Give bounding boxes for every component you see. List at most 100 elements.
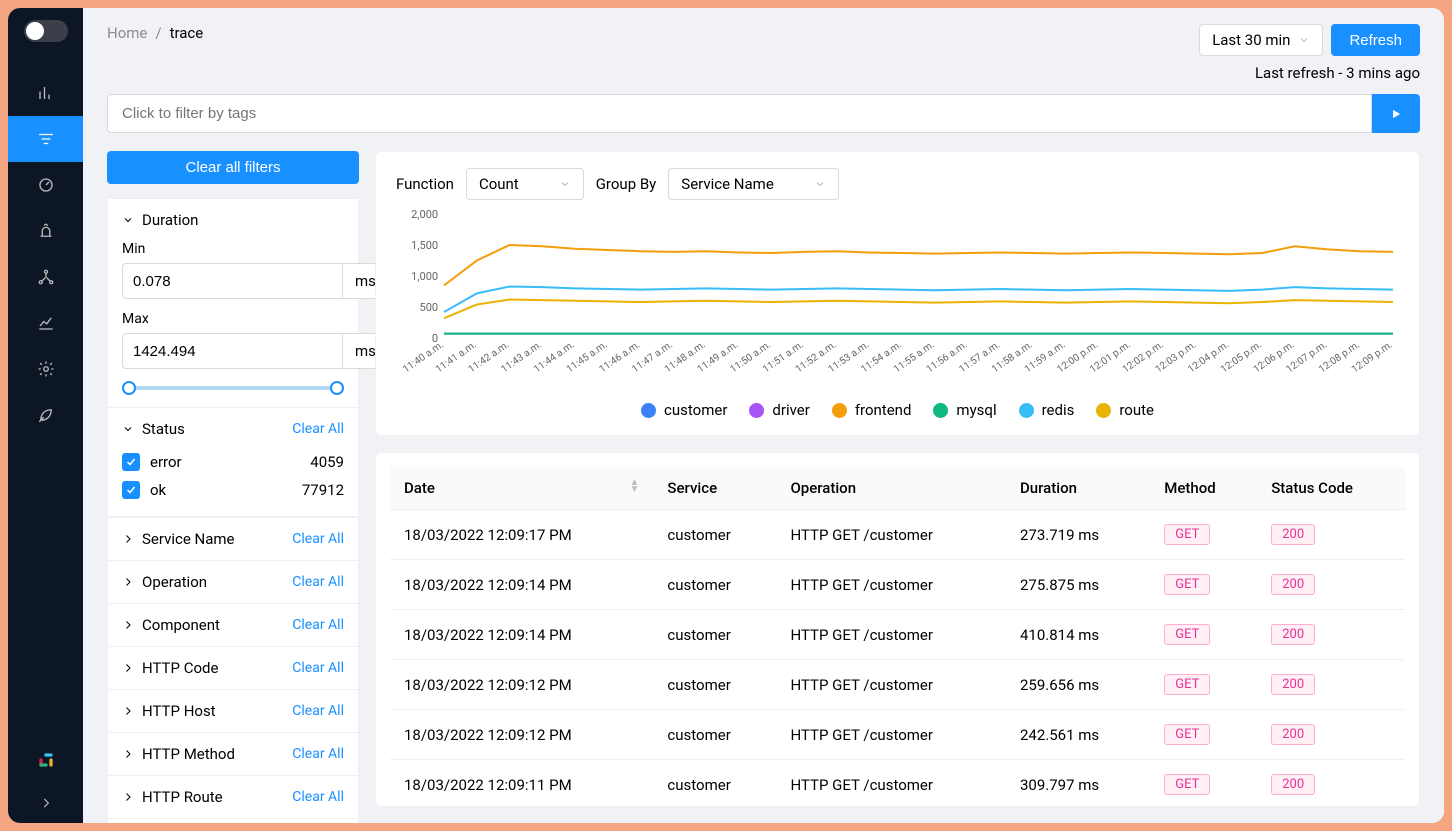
graph-icon bbox=[37, 268, 55, 286]
nav-settings[interactable] bbox=[8, 346, 83, 392]
filter-status-clear[interactable]: Clear All bbox=[292, 421, 344, 437]
cell-duration: 309.797 ms bbox=[1006, 760, 1150, 808]
function-select[interactable]: Count bbox=[466, 168, 584, 200]
nav-instrument[interactable] bbox=[8, 392, 83, 438]
legend-item[interactable]: mysql bbox=[933, 401, 996, 419]
filter-title: HTTP Route bbox=[142, 788, 223, 806]
filter-status-header[interactable]: Status Clear All bbox=[122, 420, 344, 438]
slider-thumb-min[interactable] bbox=[122, 381, 136, 395]
table-header-row: Date▲▼ServiceOperationDurationMethodStat… bbox=[390, 467, 1405, 510]
legend-item[interactable]: frontend bbox=[832, 401, 912, 419]
status-body: error 4059 ok 77912 bbox=[122, 438, 344, 504]
nav-traces[interactable] bbox=[8, 116, 83, 162]
slack-link[interactable] bbox=[8, 737, 83, 783]
filter-duration-header[interactable]: Duration bbox=[122, 211, 344, 229]
chevron-right-icon bbox=[39, 796, 53, 810]
nav-service-map[interactable] bbox=[8, 254, 83, 300]
filter-clear[interactable]: Clear All bbox=[292, 746, 344, 762]
line-chart: 05001,0001,5002,00011:40 a.m.11:41 a.m.1… bbox=[396, 208, 1399, 393]
status-row[interactable]: ok 77912 bbox=[122, 476, 344, 504]
filter-clear[interactable]: Clear All bbox=[292, 660, 344, 676]
legend-item[interactable]: route bbox=[1096, 401, 1154, 419]
checkbox-icon[interactable] bbox=[122, 481, 140, 499]
tag-filter-input[interactable] bbox=[107, 94, 1372, 133]
filter-header[interactable]: HTTP Route Clear All bbox=[122, 788, 344, 806]
filter-clear[interactable]: Clear All bbox=[292, 574, 344, 590]
status-tag: 200 bbox=[1271, 724, 1315, 745]
filter-header[interactable]: Operation Clear All bbox=[122, 573, 344, 591]
status-count: 77912 bbox=[302, 481, 344, 499]
filter-duration: Duration Min ms Max ms bbox=[107, 198, 359, 408]
status-label: ok bbox=[150, 481, 166, 499]
gauge-icon bbox=[37, 176, 55, 194]
table-row[interactable]: 18/03/2022 12:09:17 PM customer HTTP GET… bbox=[390, 510, 1405, 560]
cell-duration: 410.814 ms bbox=[1006, 610, 1150, 660]
filter-section: Service Name Clear All bbox=[107, 517, 359, 561]
slack-icon bbox=[36, 750, 56, 770]
side-nav bbox=[8, 8, 83, 823]
nav-alerts[interactable] bbox=[8, 208, 83, 254]
breadcrumb: Home / trace bbox=[107, 24, 203, 42]
filter-title: Component bbox=[142, 616, 220, 634]
cell-date: 18/03/2022 12:09:14 PM bbox=[390, 610, 653, 660]
content: Clear all filters Duration Min ms Max bbox=[83, 151, 1444, 823]
nav-usage[interactable] bbox=[8, 300, 83, 346]
groupby-value: Service Name bbox=[681, 175, 773, 193]
expand-nav[interactable] bbox=[8, 783, 83, 823]
slider-thumb-max[interactable] bbox=[330, 381, 344, 395]
chevron-right-icon bbox=[122, 748, 134, 760]
filter-clear[interactable]: Clear All bbox=[292, 617, 344, 633]
duration-min-input[interactable] bbox=[122, 263, 343, 299]
checkbox-icon[interactable] bbox=[122, 453, 140, 471]
legend-label: driver bbox=[772, 401, 809, 419]
nav-dashboards[interactable] bbox=[8, 162, 83, 208]
table-row[interactable]: 18/03/2022 12:09:12 PM customer HTTP GET… bbox=[390, 710, 1405, 760]
legend-item[interactable]: driver bbox=[749, 401, 809, 419]
play-icon bbox=[1389, 107, 1403, 121]
filter-header[interactable]: HTTP Method Clear All bbox=[122, 745, 344, 763]
cell-code: 200 bbox=[1257, 710, 1405, 760]
table-header[interactable]: Duration bbox=[1006, 467, 1150, 510]
min-label: Min bbox=[122, 241, 344, 257]
search-run-button[interactable] bbox=[1372, 94, 1420, 133]
time-range-select[interactable]: Last 30 min bbox=[1199, 24, 1323, 56]
sort-icon: ▲▼ bbox=[630, 479, 640, 493]
filter-header[interactable]: Service Name Clear All bbox=[122, 530, 344, 548]
theme-toggle[interactable] bbox=[24, 20, 68, 42]
filter-clear[interactable]: Clear All bbox=[292, 531, 344, 547]
cell-service: customer bbox=[653, 560, 776, 610]
table-row[interactable]: 18/03/2022 12:09:12 PM customer HTTP GET… bbox=[390, 660, 1405, 710]
filter-header[interactable]: HTTP Host Clear All bbox=[122, 702, 344, 720]
cell-method: GET bbox=[1150, 610, 1257, 660]
table-header[interactable]: Status Code bbox=[1257, 467, 1405, 510]
duration-max-input[interactable] bbox=[122, 333, 343, 369]
table-row[interactable]: 18/03/2022 12:09:14 PM customer HTTP GET… bbox=[390, 560, 1405, 610]
legend-item[interactable]: customer bbox=[641, 401, 727, 419]
table-header[interactable]: Service bbox=[653, 467, 776, 510]
cell-code: 200 bbox=[1257, 560, 1405, 610]
clear-all-filters-button[interactable]: Clear all filters bbox=[107, 151, 359, 184]
legend-item[interactable]: redis bbox=[1019, 401, 1075, 419]
refresh-button[interactable]: Refresh bbox=[1331, 24, 1420, 56]
table-row[interactable]: 18/03/2022 12:09:14 PM customer HTTP GET… bbox=[390, 610, 1405, 660]
table-header[interactable]: Method bbox=[1150, 467, 1257, 510]
table-header[interactable]: Operation bbox=[776, 467, 1006, 510]
filter-clear[interactable]: Clear All bbox=[292, 789, 344, 805]
duration-slider[interactable] bbox=[122, 381, 344, 395]
filter-section: HTTP Route Clear All bbox=[107, 776, 359, 819]
filter-header[interactable]: HTTP Code Clear All bbox=[122, 659, 344, 677]
method-tag: GET bbox=[1164, 624, 1210, 645]
chart-controls: Function Count Group By Service Name bbox=[396, 168, 1399, 200]
filter-clear[interactable]: Clear All bbox=[292, 703, 344, 719]
cell-code: 200 bbox=[1257, 760, 1405, 808]
breadcrumb-home[interactable]: Home bbox=[107, 24, 147, 42]
status-row[interactable]: error 4059 bbox=[122, 448, 344, 476]
topbar-right: Last 30 min Refresh Last refresh - 3 min… bbox=[1199, 24, 1420, 82]
table-row[interactable]: 18/03/2022 12:09:11 PM customer HTTP GET… bbox=[390, 760, 1405, 808]
table-header[interactable]: Date▲▼ bbox=[390, 467, 653, 510]
groupby-select[interactable]: Service Name bbox=[668, 168, 838, 200]
status-label: error bbox=[150, 453, 182, 471]
filter-header[interactable]: Component Clear All bbox=[122, 616, 344, 634]
nav-metrics[interactable] bbox=[8, 70, 83, 116]
filter-section: HTTP Method Clear All bbox=[107, 733, 359, 776]
